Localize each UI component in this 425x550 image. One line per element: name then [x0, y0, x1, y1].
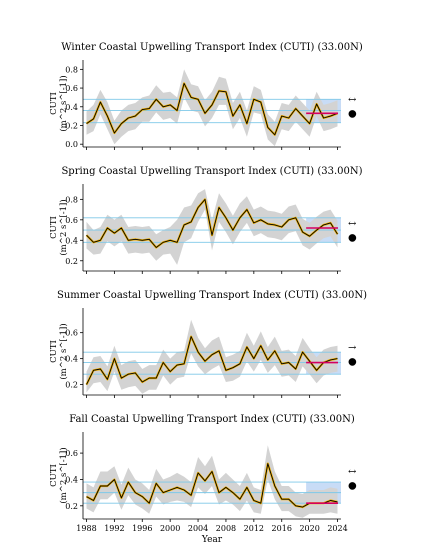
y-tick-label: 0.6 — [65, 329, 78, 338]
x-tick-label: 2004 — [188, 524, 208, 533]
x-tick-label: 2020 — [299, 524, 319, 533]
sd-symbol: ● — [348, 233, 357, 244]
chart-title: Fall Coastal Upwelling Transport Index (… — [69, 414, 355, 425]
series-line — [86, 463, 338, 508]
y-tick-label: 0.6 — [65, 449, 78, 458]
y-axis-label: CUTI — [49, 340, 59, 363]
y-axis-label: CUTI — [49, 216, 59, 239]
uncertainty-band — [86, 189, 338, 265]
x-tick-label: 2008 — [216, 524, 236, 533]
y-tick-label: 0.4 — [65, 103, 78, 112]
y-axis-unit: (m^2 s^[-1]) — [58, 323, 69, 379]
x-tick-label: 2024 — [327, 524, 347, 533]
y-tick-label: 0.2 — [65, 121, 78, 130]
sd-symbol: ● — [348, 481, 357, 492]
series-line — [86, 82, 338, 136]
x-tick-label: 1988 — [76, 524, 96, 533]
y-tick-label: 0.2 — [65, 257, 78, 266]
y-tick-label: 0.2 — [65, 502, 78, 511]
series-line — [86, 336, 338, 385]
y-tick-label: 0.6 — [65, 84, 78, 93]
y-tick-label: 0.8 — [65, 65, 78, 74]
y-axis-unit: (m^2 s^[-1]) — [58, 75, 69, 131]
trend-symbol: ↔ — [348, 219, 357, 230]
y-tick-label: 0.0 — [65, 140, 78, 149]
trend-symbol: → — [348, 343, 357, 354]
chart-title: Winter Coastal Upwelling Transport Index… — [61, 42, 363, 53]
y-axis-label: CUTI — [49, 92, 59, 115]
x-tick-label: 2000 — [160, 524, 180, 533]
trend-symbol: ↔ — [348, 95, 357, 106]
series-line — [86, 198, 338, 248]
y-axis-unit: (m^2 s^[-1]) — [58, 199, 69, 255]
chart-title: Summer Coastal Upwelling Transport Index… — [57, 290, 367, 301]
x-tick-label: 2012 — [244, 524, 264, 533]
y-tick-label: 0.4 — [65, 236, 78, 245]
uncertainty-band — [86, 319, 338, 394]
y-tick-label: 0.4 — [65, 355, 78, 364]
x-tick-label: 1996 — [132, 524, 152, 533]
uncertainty-band — [86, 445, 338, 518]
trend-symbol: ↔ — [348, 467, 357, 478]
y-axis-label: CUTI — [49, 464, 59, 487]
chart-title: Spring Coastal Upwelling Transport Index… — [61, 166, 362, 177]
y-axis-unit: (m^2 s^[-1]) — [58, 447, 69, 503]
sd-symbol: ● — [348, 357, 357, 368]
uncertainty-band — [86, 69, 338, 147]
y-tick-label: 0.2 — [65, 381, 78, 390]
y-tick-label: 0.8 — [65, 195, 78, 204]
x-axis-label: Year — [201, 535, 223, 545]
y-tick-label: 0.4 — [65, 475, 78, 484]
x-tick-label: 1992 — [104, 524, 124, 533]
sd-symbol: ● — [348, 109, 357, 120]
y-tick-label: 0.6 — [65, 216, 78, 225]
x-tick-label: 2016 — [272, 524, 292, 533]
